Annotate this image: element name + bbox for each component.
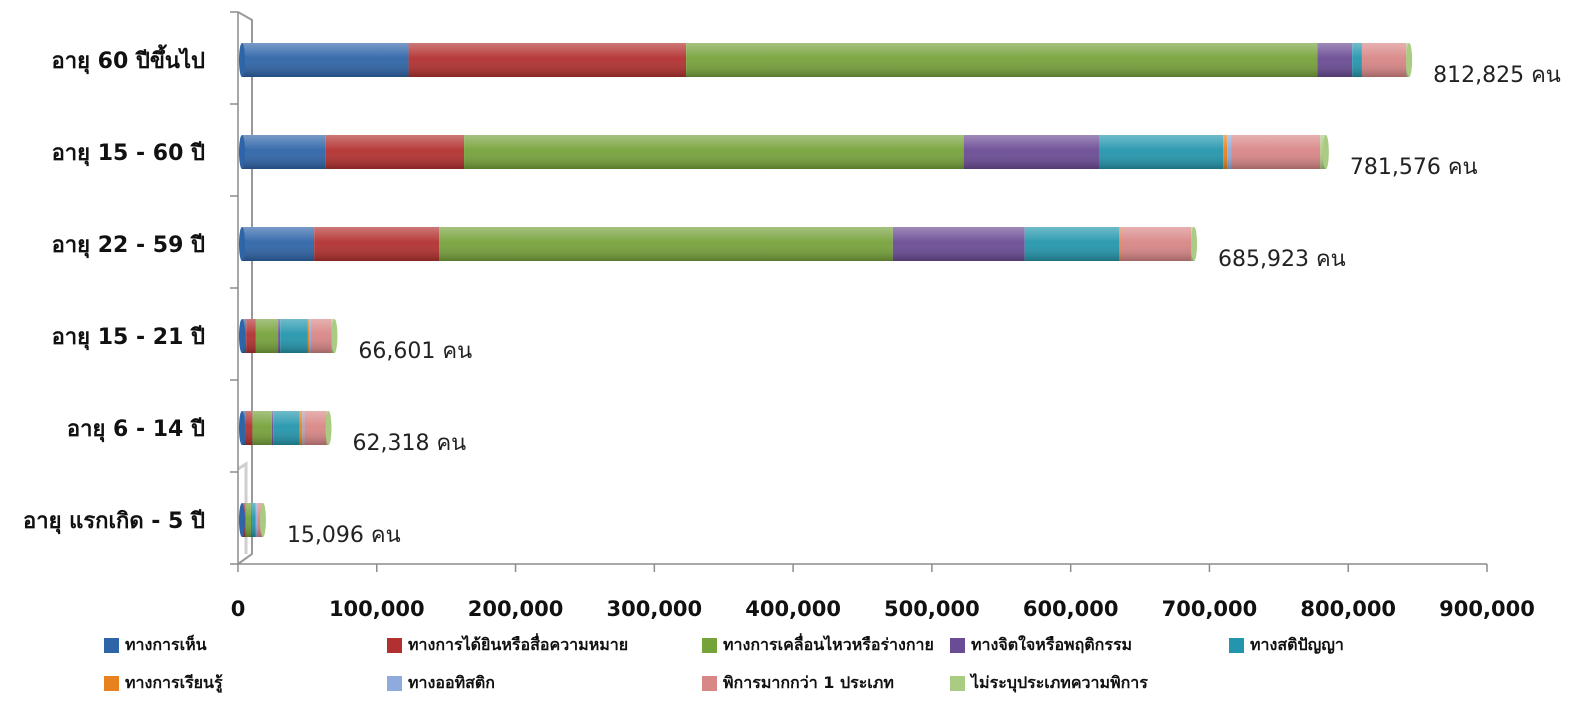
bar-end-cap [1191, 227, 1198, 261]
legend-label: ทางการได้ยินหรือสื่อความหมาย [408, 634, 629, 654]
x-tick-label: 200,000 [468, 597, 564, 621]
legend-swatch [387, 675, 402, 691]
legend-item: ทางออทิสติก [387, 670, 495, 696]
legend-item: ทางการเคลื่อนไหวหรือร่างกาย [702, 632, 934, 658]
legend-label: ทางการเรียนรู้ [125, 672, 223, 692]
legend-label: ทางการเคลื่อนไหวหรือร่างกาย [723, 634, 934, 654]
legend-swatch [702, 637, 717, 653]
total-label: 66,601 คน [358, 339, 472, 364]
bar-end-cap [259, 503, 266, 537]
x-tick-label: 600,000 [1023, 597, 1119, 621]
bar-end-cap [1406, 43, 1413, 77]
bar-end-cap [331, 319, 338, 353]
category-label: อายุ 22 - 59 ปี [52, 233, 205, 259]
legend-swatch [387, 637, 402, 653]
legend-item: ทางจิตใจหรือพฤติกรรม [950, 632, 1132, 658]
x-tick-label: 0 [231, 597, 246, 621]
x-tick-label: 300,000 [607, 597, 703, 621]
bar-start-cap [239, 411, 245, 445]
category-label: อายุ 60 ปีขึ้นไป [52, 44, 205, 75]
bar-shine [242, 43, 1410, 77]
x-tick-labels: 0 100,000 200,000 300,000 400,000 500,000 600,… [231, 597, 1535, 621]
bar-shine [242, 135, 1326, 169]
bar-stack [239, 43, 1413, 77]
legend-swatch [104, 637, 119, 653]
category-label: อายุ แรกเกิด - 5 ปี [23, 509, 205, 535]
bar-end-cap [325, 411, 332, 445]
total-label: 812,825 คน [1433, 63, 1561, 88]
bar-stack [239, 411, 332, 445]
legend-item: ไม่ระบุประเภทความพิการ [950, 670, 1148, 696]
x-tick-label: 500,000 [884, 597, 980, 621]
total-label: 685,923 คน [1218, 247, 1346, 272]
bar-shine [242, 319, 335, 353]
bar-shine [242, 227, 1195, 261]
total-label: 62,318 คน [352, 431, 466, 456]
legend-label: ไม่ระบุประเภทความพิการ [971, 672, 1148, 692]
legend-label: ทางการเห็น [125, 634, 207, 654]
chart-back-wall [237, 11, 253, 565]
legend-item: ทางการได้ยินหรือสื่อความหมาย [387, 632, 628, 658]
category-label: อายุ 15 - 60 ปี [52, 141, 205, 167]
bar-start-cap [239, 135, 245, 169]
x-tick-label: 100,000 [329, 597, 425, 621]
x-tick-label: 800,000 [1300, 597, 1396, 621]
legend-swatch [104, 675, 119, 691]
bar-stack [239, 227, 1198, 261]
chart-bars [239, 43, 1413, 537]
chart-axes [230, 11, 1488, 572]
chart-legend: ทางการเห็น ทางการได้ยินหรือสื่อความหมาย ทา… [104, 632, 1404, 712]
legend-swatch [1229, 637, 1244, 653]
legend-item: ทางการเรียนรู้ [104, 670, 223, 696]
total-labels: 812,825 คน 781,576 คน 685,923 คน 66,601 คน 6… [287, 63, 1561, 548]
bar-start-cap [239, 319, 245, 353]
bar-end-cap [1322, 135, 1329, 169]
legend-item: ทางการเห็น [104, 632, 207, 658]
bar-start-cap [239, 503, 245, 537]
legend-label: ทางสติปัญญา [1250, 634, 1344, 654]
bar-stack [239, 319, 338, 353]
total-label: 15,096 คน [287, 523, 401, 548]
legend-label: พิการมากกว่า 1 ประเภท [723, 672, 894, 692]
bar-shine [242, 411, 329, 445]
category-label: อายุ 15 - 21 ปี [52, 325, 205, 351]
legend-item: ทางสติปัญญา [1229, 632, 1344, 658]
category-label: อายุ 6 - 14 ปี [67, 417, 205, 443]
bar-stack [239, 503, 266, 537]
legend-swatch [950, 637, 965, 653]
x-tick-label: 400,000 [745, 597, 841, 621]
legend-item: พิการมากกว่า 1 ประเภท [702, 670, 894, 696]
legend-swatch [950, 675, 965, 691]
bar-shine [242, 503, 263, 537]
wall-edge [237, 11, 253, 565]
legend-label: ทางออทิสติก [408, 672, 495, 692]
legend-swatch [702, 675, 717, 691]
total-label: 781,576 คน [1350, 155, 1478, 180]
legend-label: ทางจิตใจหรือพฤติกรรม [971, 634, 1133, 654]
bar-stack [239, 135, 1329, 169]
bar-start-cap [239, 43, 245, 77]
x-tick-label: 700,000 [1162, 597, 1258, 621]
bar-start-cap [239, 227, 245, 261]
x-tick-label: 900,000 [1439, 597, 1535, 621]
